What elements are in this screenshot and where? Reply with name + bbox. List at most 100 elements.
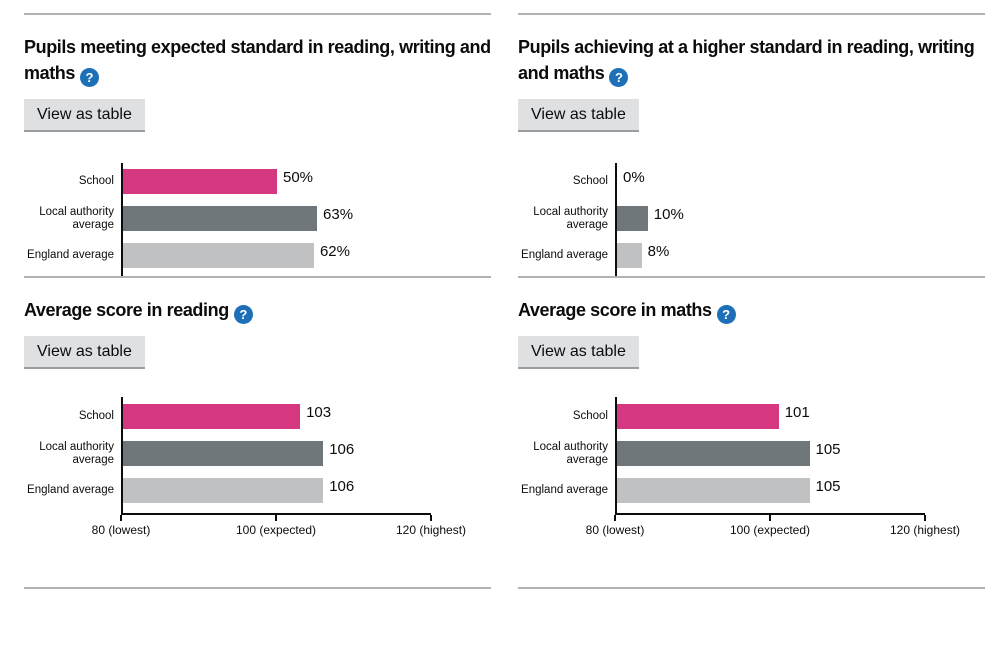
bar-row: 106: [123, 478, 431, 503]
category-label-school: School: [78, 175, 114, 187]
category-labels: School Local authority average England a…: [518, 163, 615, 276]
chart-title: Pupils achieving at a higher standard in…: [518, 34, 985, 87]
question-mark-glyph: ?: [239, 307, 248, 322]
plot-area: 101 105 105: [615, 397, 925, 515]
axis-tick-label: 100 (expected): [729, 523, 811, 537]
category-label-england: England average: [521, 249, 608, 261]
section-divider: [24, 276, 491, 278]
bar-value-label: 50%: [283, 169, 314, 186]
x-axis: 80 (lowest) 100 (expected) 120 (highest): [92, 515, 466, 539]
bar-local-authority: [617, 206, 648, 231]
bar-local-authority: [617, 441, 810, 466]
bar-england: [617, 243, 642, 268]
bar-row: 106: [123, 441, 431, 466]
bar-value-label: 103: [306, 404, 332, 421]
view-as-table-button[interactable]: View as table: [24, 99, 145, 130]
axis-tick-label: 120 (highest): [889, 523, 961, 537]
plot-area: 103 106 106: [121, 397, 431, 515]
bar-value-label: 8%: [647, 243, 670, 260]
view-as-table-button[interactable]: View as table: [518, 99, 639, 130]
section-divider: [518, 13, 985, 15]
category-label-school: School: [78, 410, 114, 422]
x-axis: 80 (lowest) 100 (expected) 120 (highest): [586, 515, 960, 539]
bar-chart-higher-standard: School Local authority average England a…: [518, 163, 985, 276]
category-labels: School Local authority average England a…: [24, 163, 121, 276]
bar-row: 105: [617, 478, 925, 503]
panel-average-score-reading: Average score in reading? View as table …: [24, 276, 491, 589]
charts-grid: Pupils meeting expected standard in read…: [24, 13, 985, 589]
category-label-england: England average: [27, 484, 114, 496]
bar-row: 8%: [617, 243, 925, 268]
bar-chart-expected-standard: School Local authority average England a…: [24, 163, 491, 276]
panel-expected-standard: Pupils meeting expected standard in read…: [24, 13, 491, 276]
bar-row: 105: [617, 441, 925, 466]
category-label-local-authority: Local authority average: [39, 205, 114, 231]
bar-chart-reading-score: School Local authority average England a…: [24, 397, 491, 515]
bar-value-label: 106: [329, 478, 355, 495]
chart-title: Average score in reading?: [24, 297, 491, 324]
question-mark-glyph: ?: [614, 70, 623, 85]
view-as-table-button[interactable]: View as table: [24, 336, 145, 367]
section-divider: [518, 276, 985, 278]
bar-value-label: 105: [815, 441, 841, 458]
chart-title: Average score in maths?: [518, 297, 985, 324]
axis-tick: [430, 515, 432, 521]
question-mark-glyph: ?: [722, 307, 731, 322]
section-divider: [518, 587, 985, 589]
bar-local-authority: [123, 206, 318, 231]
panel-higher-standard: Pupils achieving at a higher standard in…: [518, 13, 985, 276]
bar-value-label: 10%: [653, 206, 684, 223]
help-icon[interactable]: ?: [233, 305, 253, 324]
bar-row: 101: [617, 404, 925, 429]
bar-value-label: 0%: [623, 169, 645, 186]
section-divider: [24, 13, 491, 15]
bar-england: [617, 478, 810, 503]
category-labels: School Local authority average England a…: [24, 397, 121, 515]
plot-area: 0% 10% 8%: [615, 163, 925, 276]
category-label-england: England average: [521, 484, 608, 496]
bar-row: 50%: [123, 169, 431, 194]
bar-chart-maths-score: School Local authority average England a…: [518, 397, 985, 515]
category-label-england: England average: [27, 249, 114, 261]
category-labels: School Local authority average England a…: [518, 397, 615, 515]
category-label-school: School: [572, 410, 608, 422]
bar-value-label: 106: [329, 441, 355, 458]
bar-value-label: 63%: [323, 206, 354, 223]
bar-school: [123, 404, 301, 429]
bar-row: 62%: [123, 243, 431, 268]
category-label-local-authority: Local authority average: [39, 440, 114, 466]
category-label-local-authority: Local authority average: [533, 440, 608, 466]
bar-value-label: 101: [784, 404, 810, 421]
panel-average-score-maths: Average score in maths? View as table Sc…: [518, 276, 985, 589]
bar-local-authority: [123, 441, 324, 466]
help-icon[interactable]: ?: [80, 68, 100, 87]
axis-tick-label: 120 (highest): [395, 523, 467, 537]
axis-tick: [614, 515, 616, 521]
bar-school: [123, 169, 277, 194]
question-mark-glyph: ?: [85, 70, 94, 85]
category-label-school: School: [572, 175, 608, 187]
section-divider: [24, 587, 491, 589]
axis-tick-label: 80 (lowest): [585, 523, 645, 537]
view-as-table-button[interactable]: View as table: [518, 336, 639, 367]
bar-england: [123, 478, 324, 503]
chart-title-text: Pupils meeting expected standard in read…: [24, 37, 491, 83]
axis-tick: [275, 515, 277, 521]
axis-tick-label: 100 (expected): [235, 523, 317, 537]
chart-title: Pupils meeting expected standard in read…: [24, 34, 491, 87]
chart-title-text: Average score in maths: [518, 300, 712, 320]
axis-tick: [924, 515, 926, 521]
bar-row: 103: [123, 404, 431, 429]
bar-england: [123, 243, 314, 268]
bar-row: 10%: [617, 206, 925, 231]
bar-value-label: 105: [815, 478, 841, 495]
axis-tick-label: 80 (lowest): [91, 523, 151, 537]
help-icon[interactable]: ?: [609, 68, 629, 87]
bar-value-label: 62%: [319, 243, 350, 260]
plot-area: 50% 63% 62%: [121, 163, 431, 276]
chart-title-text: Pupils achieving at a higher standard in…: [518, 37, 975, 83]
help-icon[interactable]: ?: [716, 305, 736, 324]
category-label-local-authority: Local authority average: [533, 205, 608, 231]
axis-tick: [120, 515, 122, 521]
axis-tick: [769, 515, 771, 521]
